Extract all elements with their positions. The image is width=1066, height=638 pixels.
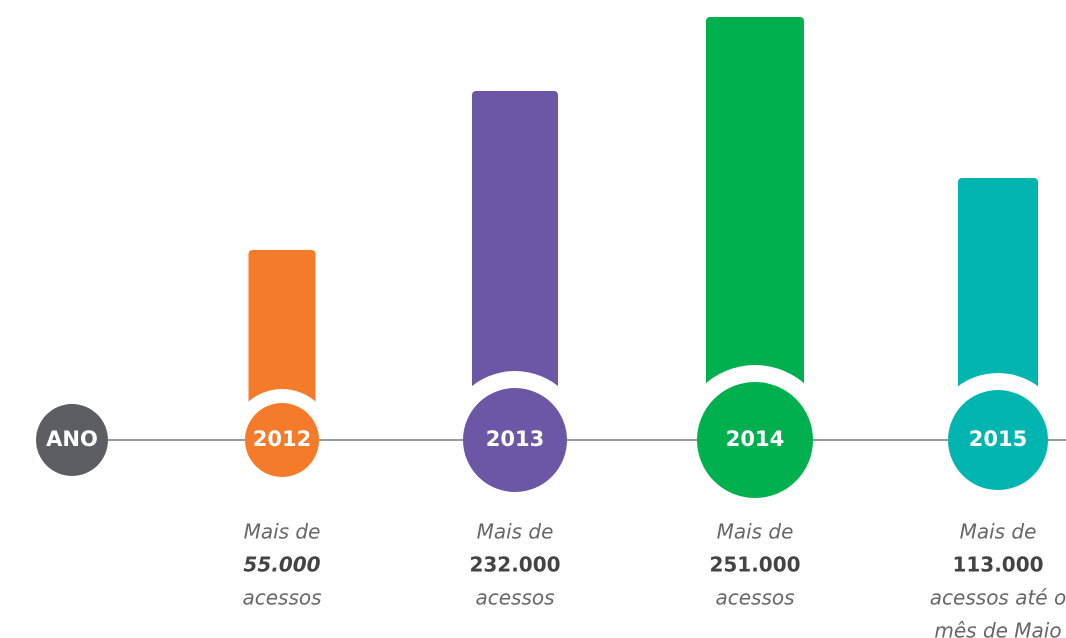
caption-amount: 232.000 — [469, 553, 560, 577]
caption-prefix: Mais de — [244, 520, 321, 544]
axis-badge — [36, 404, 108, 476]
caption-suffix: acessos — [475, 586, 554, 610]
caption-prefix: Mais de — [717, 520, 794, 544]
caption-suffix: acessos até o — [930, 586, 1066, 610]
bar — [706, 17, 804, 440]
year-badge — [697, 382, 813, 498]
caption-amount: 251.000 — [709, 553, 800, 577]
year-badge — [463, 388, 567, 492]
year-badge — [948, 390, 1048, 490]
year-badge — [245, 403, 319, 477]
caption-suffix: acessos — [242, 586, 321, 610]
bar — [472, 91, 558, 440]
caption-prefix: Mais de — [477, 520, 554, 544]
bar — [958, 178, 1038, 440]
year-label: 2014 — [726, 427, 784, 451]
year-label: 2012 — [253, 427, 311, 451]
caption-amount: 55.000 — [243, 553, 320, 577]
caption-prefix: Mais de — [960, 520, 1037, 544]
axis-label: ANO — [46, 427, 98, 451]
caption-suffix: mês de Maio — [934, 619, 1061, 638]
caption-amount: 113.000 — [952, 553, 1043, 577]
caption-suffix: acessos — [715, 586, 794, 610]
year-label: 2013 — [486, 427, 544, 451]
year-label: 2015 — [969, 427, 1027, 451]
